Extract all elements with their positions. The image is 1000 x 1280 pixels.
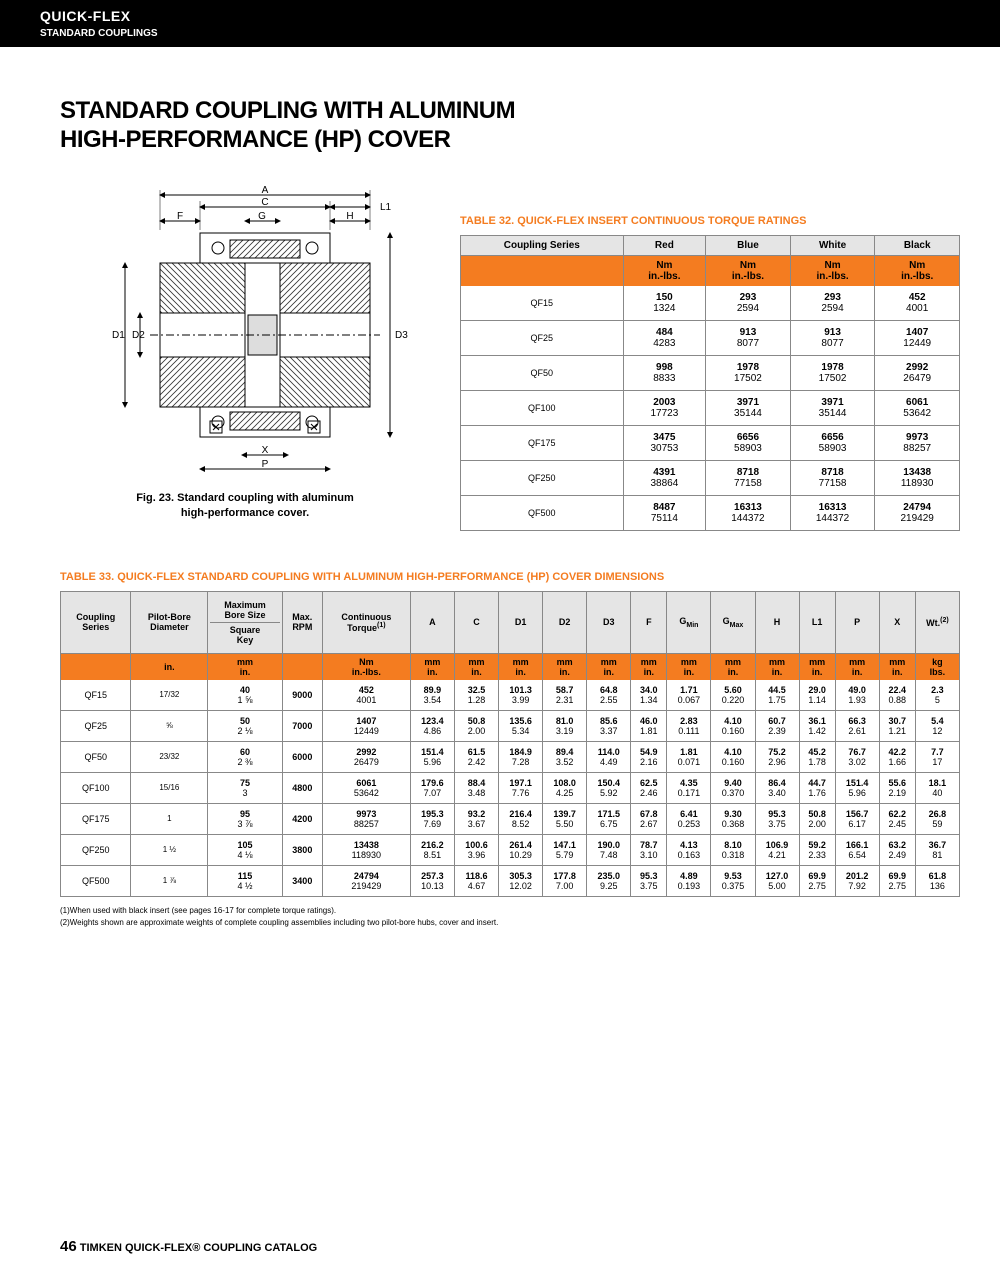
table-row: QF25⅝502 ⅛7000140712449123.44.8650.82.00… bbox=[61, 710, 960, 741]
col-red: Red bbox=[623, 235, 706, 255]
table33-units: in.mmin.Nmin.-lbs.mmin.mmin.mmin.mmin.mm… bbox=[61, 653, 960, 680]
table-row: QF5001 ⅞1154 ½340024794219429257.310.131… bbox=[61, 865, 960, 896]
table-row: QF25484428391380779138077140712449 bbox=[461, 320, 960, 355]
svg-text:L1: L1 bbox=[380, 202, 392, 213]
main-title: STANDARD COUPLING WITH ALUMINUMHIGH-PERF… bbox=[60, 97, 960, 155]
svg-text:D1: D1 bbox=[112, 330, 125, 341]
svg-text:D3: D3 bbox=[395, 330, 408, 341]
col-blue: Blue bbox=[706, 235, 791, 255]
table-row: QF1751953 ⅞4200997388257195.37.6993.23.6… bbox=[61, 803, 960, 834]
col-black: Black bbox=[875, 235, 960, 255]
svg-text:X: X bbox=[262, 445, 269, 456]
svg-text:F: F bbox=[177, 211, 183, 222]
footer-text: TIMKEN QUICK-FLEX® COUPLING CATALOG bbox=[80, 1242, 317, 1254]
table33-header: CouplingSeriesPilot-BoreDiameterMaximumB… bbox=[61, 591, 960, 653]
torque-table-column: TABLE 32. QUICK-FLEX INSERT CONTINUOUS T… bbox=[460, 185, 960, 531]
header-subtitle: STANDARD COUPLINGS bbox=[40, 28, 960, 39]
diagram-column: A C L1 F G H bbox=[60, 185, 430, 531]
table-row: QF10015/167534800606153642179.67.0788.43… bbox=[61, 772, 960, 803]
table32-title: TABLE 32. QUICK-FLEX INSERT CONTINUOUS T… bbox=[460, 215, 960, 227]
page-content: STANDARD COUPLING WITH ALUMINUMHIGH-PERF… bbox=[0, 47, 1000, 949]
svg-text:D2: D2 bbox=[132, 330, 145, 341]
svg-text:H: H bbox=[346, 211, 353, 222]
svg-text:P: P bbox=[262, 459, 269, 470]
torque-table: Coupling Series Red Blue White Black Nmi… bbox=[460, 235, 960, 531]
top-row: A C L1 F G H bbox=[60, 185, 960, 531]
figure-caption: Fig. 23. Standard coupling with aluminum… bbox=[60, 491, 430, 522]
footnote-2: (2)Weights shown are approximate weights… bbox=[60, 917, 960, 929]
table-row: QF509988833197817502197817502299226479 bbox=[461, 355, 960, 390]
header-title: QUICK-FLEX bbox=[40, 8, 960, 24]
svg-text:A: A bbox=[262, 185, 269, 196]
footnotes: (1)When used with black insert (see page… bbox=[60, 905, 960, 929]
dims-table: CouplingSeriesPilot-BoreDiameterMaximumB… bbox=[60, 591, 960, 897]
table32-header: Coupling Series Red Blue White Black bbox=[461, 235, 960, 255]
coupling-diagram: A C L1 F G H bbox=[70, 185, 430, 485]
col-series: Coupling Series bbox=[461, 235, 624, 255]
dimensions-section: TABLE 33. QUICK-FLEX STANDARD COUPLING W… bbox=[60, 571, 960, 929]
table33-title: TABLE 33. QUICK-FLEX STANDARD COUPLING W… bbox=[60, 571, 960, 583]
table32-units: Nmin.-lbs. Nmin.-lbs. Nmin.-lbs. Nmin.-l… bbox=[461, 255, 960, 286]
table-row: QF10020031772339713514439713514460615364… bbox=[461, 390, 960, 425]
table-row: QF151501324293259429325944524001 bbox=[461, 286, 960, 321]
table-row: QF2501 ½1054 ⅛380013438118930216.28.5110… bbox=[61, 834, 960, 865]
table-row: QF25043913886487187715887187715813438118… bbox=[461, 460, 960, 495]
footnote-1: (1)When used with black insert (see page… bbox=[60, 905, 960, 917]
table-row: QF5023/32602 ⅜6000299226479151.45.9661.5… bbox=[61, 741, 960, 772]
table-row: QF17534753075366565890366565890399738825… bbox=[461, 425, 960, 460]
svg-text:C: C bbox=[261, 197, 268, 208]
header-bar: QUICK-FLEX STANDARD COUPLINGS bbox=[0, 0, 1000, 47]
table-row: QF50084877511416313144372163131443722479… bbox=[461, 495, 960, 530]
col-white: White bbox=[790, 235, 875, 255]
svg-text:G: G bbox=[258, 211, 266, 222]
table-row: QF1517/32401 ⅝9000452400189.93.5432.51.2… bbox=[61, 680, 960, 711]
page-number: 46 bbox=[60, 1238, 77, 1255]
footer: 46 TIMKEN QUICK-FLEX® COUPLING CATALOG bbox=[60, 1238, 317, 1255]
